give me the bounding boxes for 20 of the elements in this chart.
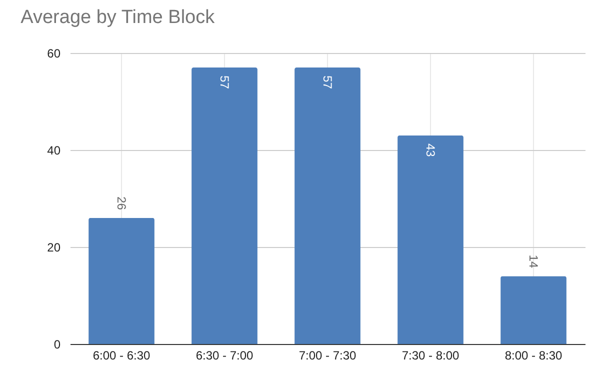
bar: [88, 218, 154, 344]
data-label: 26: [114, 196, 128, 210]
bar: [294, 68, 360, 344]
y-tick-label: 0: [54, 338, 61, 352]
data-label: 14: [526, 254, 540, 268]
x-tick-label: 6:00 - 6:30: [92, 348, 151, 362]
data-label: 57: [218, 76, 232, 90]
x-tick-label: 7:30 - 8:00: [402, 348, 460, 362]
y-tick-label: 20: [47, 240, 61, 254]
data-label: 43: [424, 143, 438, 158]
bar: [398, 135, 464, 344]
bar: [192, 68, 258, 344]
bar: [500, 276, 566, 344]
data-label: 57: [320, 76, 334, 90]
y-tick-label: 40: [47, 144, 61, 158]
chart-title: Average by Time Block: [20, 7, 216, 28]
x-tick-label: 8:00 - 8:30: [504, 348, 563, 362]
y-tick-label: 60: [47, 46, 61, 60]
x-tick-label: 6:30 - 7:00: [196, 348, 254, 362]
x-tick-label: 7:00 - 7:30: [298, 348, 357, 362]
